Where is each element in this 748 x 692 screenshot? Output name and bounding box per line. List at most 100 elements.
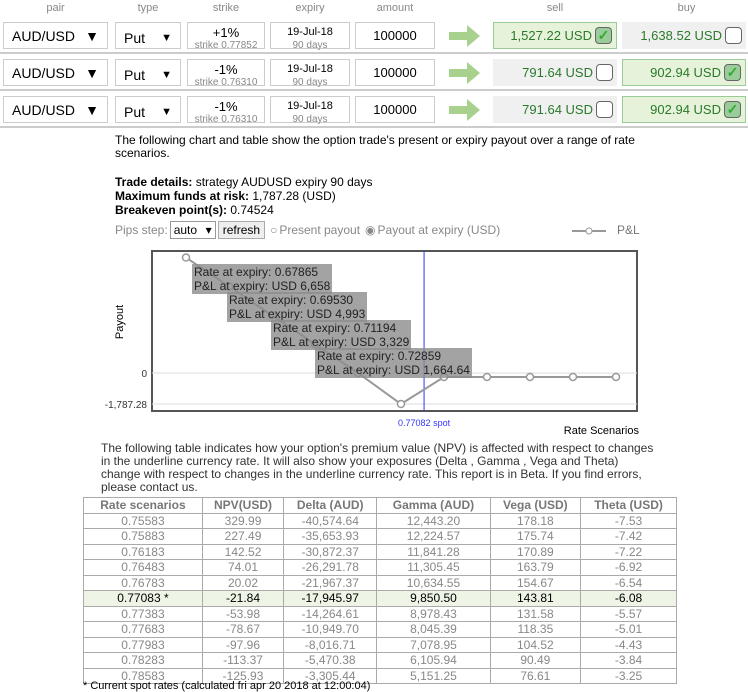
expiry-days: 90 days [292, 40, 328, 51]
table-intro: The following table indicates how your o… [101, 441, 654, 494]
table-cell: -30,872.37 [283, 543, 378, 560]
buy-price-button[interactable]: 902.94 USD ✓ [622, 59, 746, 86]
buy-price-button[interactable]: 1,638.52 USD [622, 22, 746, 49]
table-cell: -4.43 [580, 636, 677, 653]
strike-field[interactable]: -1% strike 0.76310 [187, 59, 265, 88]
pnl-point [482, 372, 492, 382]
buy-price: 1,638.52 USD [640, 28, 722, 43]
type-select[interactable]: Put ▼ [115, 22, 181, 49]
breakeven-label: Breakeven point(s): [115, 203, 228, 217]
table-cell: 142.52 [201, 543, 285, 560]
table-cell: -26,291.78 [283, 559, 378, 576]
buy-price: 902.94 USD [650, 65, 721, 80]
sell-price-button[interactable]: 1,527.22 USD ✓ [493, 22, 617, 49]
chart-controls: Pips step: auto ▾ refresh ○ Present payout… [115, 221, 500, 239]
checkbox-icon[interactable] [725, 27, 742, 44]
table-row: 0.75883 227.49 -35,653.93 12,224.57 175.74 -7… [83, 528, 677, 545]
present-payout-label: Present payout [279, 223, 361, 237]
header-pair: pair [46, 2, 65, 14]
tooltip-rate: Rate at expiry: 0.69530 [229, 293, 354, 307]
dropdown-arrow-icon: ▼ [85, 64, 99, 81]
spot-label: 0.77082 spot [398, 418, 451, 428]
amount-input[interactable]: 100000 [355, 96, 435, 123]
table-row: 0.78283 -113.37 -5,470.38 6,105.94 90.49 -3.8… [83, 652, 677, 669]
sell-price: 791.64 USD [522, 65, 593, 80]
table-cell: -7.22 [580, 543, 677, 560]
amount-input[interactable]: 100000 [355, 59, 435, 86]
table-cell: 170.89 [489, 543, 582, 560]
table-cell: -6.92 [580, 559, 677, 576]
table-cell: 76.61 [489, 667, 582, 684]
pair-select[interactable]: AUD/USD ▼ [3, 96, 108, 123]
table-row: 0.77983 -97.96 -8,016.71 7,078.95 104.52 -4.4… [83, 636, 677, 653]
legend-label: P&L [617, 223, 640, 237]
table-cell: 118.35 [489, 621, 582, 638]
type-select[interactable]: Put ▼ [115, 96, 181, 123]
table-cell: 0.77083 * [83, 590, 203, 607]
table-cell: -97.96 [201, 636, 285, 653]
sell-price: 791.64 USD [522, 102, 593, 117]
pips-step-select[interactable]: auto ▾ [169, 221, 216, 239]
sell-price-button[interactable]: 791.64 USD [493, 96, 617, 123]
table-cell: 9,850.50 [376, 590, 491, 607]
checkbox-icon[interactable] [596, 101, 613, 118]
x-axis-label: Rate Scenarios [564, 425, 640, 437]
buy-price-button[interactable]: 902.94 USD ✓ [622, 96, 746, 123]
dropdown-arrow-icon: ▾ [205, 223, 212, 237]
table-cell: 175.74 [489, 528, 582, 545]
checked-checkbox-icon[interactable]: ✓ [595, 27, 612, 44]
y-tick-label: -1,787.28 [105, 400, 148, 411]
checkbox-icon[interactable] [596, 64, 613, 81]
expiry-field[interactable]: 19-Jul-18 90 days [270, 96, 350, 125]
table-cell: -5,470.38 [283, 652, 378, 669]
table-row: 0.77683 -78.67 -10,949.70 8,045.39 118.35 -5.… [83, 621, 677, 638]
table-cell: 131.58 [489, 605, 582, 622]
strike-percent: -1% [214, 99, 238, 114]
sell-price-button[interactable]: 791.64 USD [493, 59, 617, 86]
table-cell: -5.01 [580, 621, 677, 638]
pair-select[interactable]: AUD/USD ▼ [3, 59, 108, 86]
pair-select[interactable]: AUD/USD ▼ [3, 22, 108, 49]
table-cell: 5,151.25 [376, 667, 491, 684]
table-cell: 11,305.45 [376, 559, 491, 576]
table-cell: 90.49 [489, 652, 582, 669]
expiry-field[interactable]: 19-Jul-18 90 days [270, 59, 350, 88]
table-row: 0.76783 20.02 -21,967.37 10,634.55 154.67 -6.… [83, 574, 677, 591]
column-header: Gamma (AUD) [376, 497, 491, 514]
arrow-right-icon [449, 25, 480, 47]
expiry-days: 90 days [292, 77, 328, 88]
tooltip-rate: Rate at expiry: 0.67865 [194, 265, 319, 279]
column-header: Rate scenarios [83, 497, 203, 514]
trade-details: Trade details: strategy AUDUSD expiry 90… [115, 176, 372, 189]
trade-value: strategy AUDUSD expiry 90 days [192, 175, 373, 189]
expiry-payout-radio[interactable]: ◉ [365, 223, 376, 237]
intro-text: The following chart and table show the o… [115, 133, 635, 160]
expiry-field[interactable]: 19-Jul-18 90 days [270, 22, 350, 51]
table-cell: 10,634.55 [376, 574, 491, 591]
checked-checkbox-icon[interactable]: ✓ [724, 101, 741, 118]
max-risk: Maximum funds at risk: 1,787.28 (USD) [115, 190, 336, 203]
type-select[interactable]: Put ▼ [115, 59, 181, 86]
strike-field[interactable]: -1% strike 0.76310 [187, 96, 265, 125]
refresh-button[interactable]: refresh [217, 221, 266, 239]
expiry-days: 90 days [292, 114, 328, 125]
table-cell: 7,078.95 [376, 636, 491, 653]
table-cell: 0.77683 [83, 621, 203, 638]
dropdown-arrow-icon: ▼ [85, 27, 99, 44]
dropdown-arrow-icon: ▼ [161, 68, 172, 81]
table-cell: -113.37 [201, 652, 285, 669]
type-value: Put [124, 103, 146, 120]
pair-value: AUD/USD [12, 64, 76, 81]
table-cell: 8,978.43 [376, 605, 491, 622]
expiry-date: 19-Jul-18 [287, 100, 333, 112]
strike-field[interactable]: +1% strike 0.77852 [187, 22, 265, 51]
table-cell: -6.54 [580, 574, 677, 591]
table-cell: 178.18 [489, 512, 582, 529]
table-cell: -17,945.97 [283, 590, 378, 607]
current-spot-row: 0.77083 * -21.84 -17,945.97 9,850.50 143.81-… [83, 590, 677, 607]
checked-checkbox-icon[interactable]: ✓ [724, 64, 741, 81]
table-cell: -6.08 [580, 590, 677, 607]
present-payout-radio[interactable]: ○ [270, 223, 278, 237]
amount-input[interactable]: 100000 [355, 22, 435, 49]
table-cell: 0.77383 [83, 605, 203, 622]
